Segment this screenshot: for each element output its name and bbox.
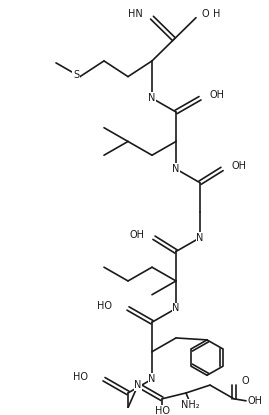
Text: OH: OH [210,90,225,100]
Text: O: O [242,376,250,386]
Text: N: N [134,380,142,390]
Text: NH₂: NH₂ [181,400,199,410]
Text: N: N [172,303,180,313]
Text: OH: OH [129,230,144,240]
Text: HO: HO [154,405,169,415]
Text: O: O [202,9,210,19]
Text: H: H [213,9,220,19]
Text: HO: HO [73,372,88,382]
Text: N: N [172,164,180,174]
Text: N: N [148,93,156,103]
Text: HN: HN [128,9,143,19]
Text: N: N [196,233,204,243]
Text: OH: OH [248,396,263,406]
Text: HO: HO [97,300,112,310]
Text: OH: OH [232,161,247,171]
Text: N: N [148,374,156,384]
Text: S: S [73,70,79,80]
